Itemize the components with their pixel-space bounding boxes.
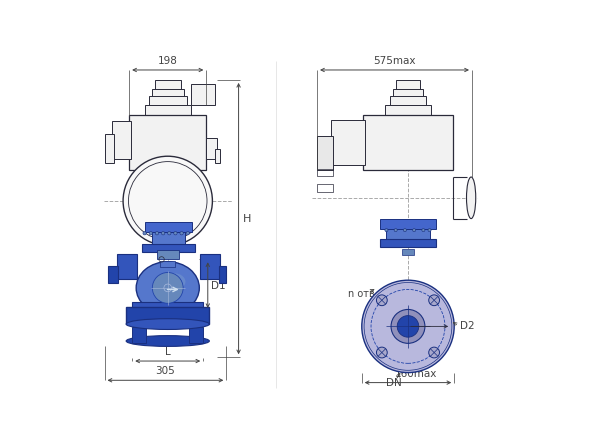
Circle shape: [376, 295, 387, 306]
Bar: [385, 105, 431, 116]
Bar: [396, 80, 420, 89]
Bar: [317, 168, 332, 176]
Bar: [160, 261, 175, 267]
Bar: [317, 136, 332, 170]
Circle shape: [162, 232, 165, 235]
Bar: [126, 307, 209, 324]
Bar: [129, 114, 206, 170]
Bar: [317, 184, 332, 192]
Text: D2: D2: [460, 321, 475, 332]
Text: 198: 198: [158, 56, 178, 66]
Bar: [153, 89, 184, 97]
Bar: [200, 254, 220, 278]
Text: n отв. d: n отв. d: [349, 289, 388, 299]
Text: 575max: 575max: [374, 56, 416, 66]
Bar: [218, 266, 226, 282]
Bar: [157, 250, 178, 259]
Circle shape: [186, 232, 189, 235]
Ellipse shape: [467, 177, 476, 219]
Circle shape: [412, 229, 415, 232]
Circle shape: [143, 232, 147, 235]
Text: H: H: [242, 213, 251, 224]
Circle shape: [394, 229, 397, 232]
Ellipse shape: [126, 335, 209, 347]
Bar: [189, 327, 203, 343]
Bar: [145, 222, 192, 232]
Ellipse shape: [162, 273, 186, 290]
Bar: [364, 114, 453, 170]
Circle shape: [174, 232, 177, 235]
Circle shape: [168, 232, 171, 235]
Text: 160max: 160max: [394, 369, 437, 379]
Circle shape: [403, 229, 406, 232]
Bar: [215, 149, 220, 163]
Bar: [153, 232, 185, 244]
Bar: [206, 138, 217, 159]
Text: D1: D1: [211, 281, 226, 290]
Ellipse shape: [126, 319, 209, 329]
Bar: [108, 266, 118, 282]
Bar: [390, 96, 426, 105]
Bar: [380, 240, 436, 247]
Bar: [380, 219, 436, 229]
Bar: [132, 327, 146, 343]
Circle shape: [153, 272, 183, 303]
Bar: [402, 248, 414, 255]
Circle shape: [429, 295, 440, 306]
Circle shape: [123, 156, 212, 246]
Circle shape: [376, 347, 387, 358]
Ellipse shape: [136, 262, 200, 314]
Bar: [117, 254, 137, 278]
Circle shape: [180, 232, 183, 235]
Bar: [150, 96, 187, 105]
Bar: [145, 105, 191, 116]
Bar: [142, 244, 195, 251]
Bar: [156, 80, 181, 89]
Circle shape: [397, 316, 418, 337]
Bar: [331, 120, 365, 165]
Bar: [393, 89, 423, 97]
Circle shape: [155, 232, 159, 235]
Circle shape: [422, 229, 425, 232]
Bar: [132, 302, 203, 312]
Circle shape: [149, 232, 153, 235]
Text: DN: DN: [387, 378, 402, 389]
Bar: [112, 121, 131, 159]
Text: 305: 305: [156, 366, 175, 377]
Bar: [191, 84, 215, 105]
Circle shape: [429, 347, 440, 358]
Bar: [104, 134, 114, 163]
Circle shape: [428, 229, 431, 232]
Circle shape: [362, 280, 454, 373]
Circle shape: [385, 229, 388, 232]
Bar: [387, 229, 429, 240]
Text: L: L: [165, 347, 171, 357]
Circle shape: [391, 309, 425, 343]
